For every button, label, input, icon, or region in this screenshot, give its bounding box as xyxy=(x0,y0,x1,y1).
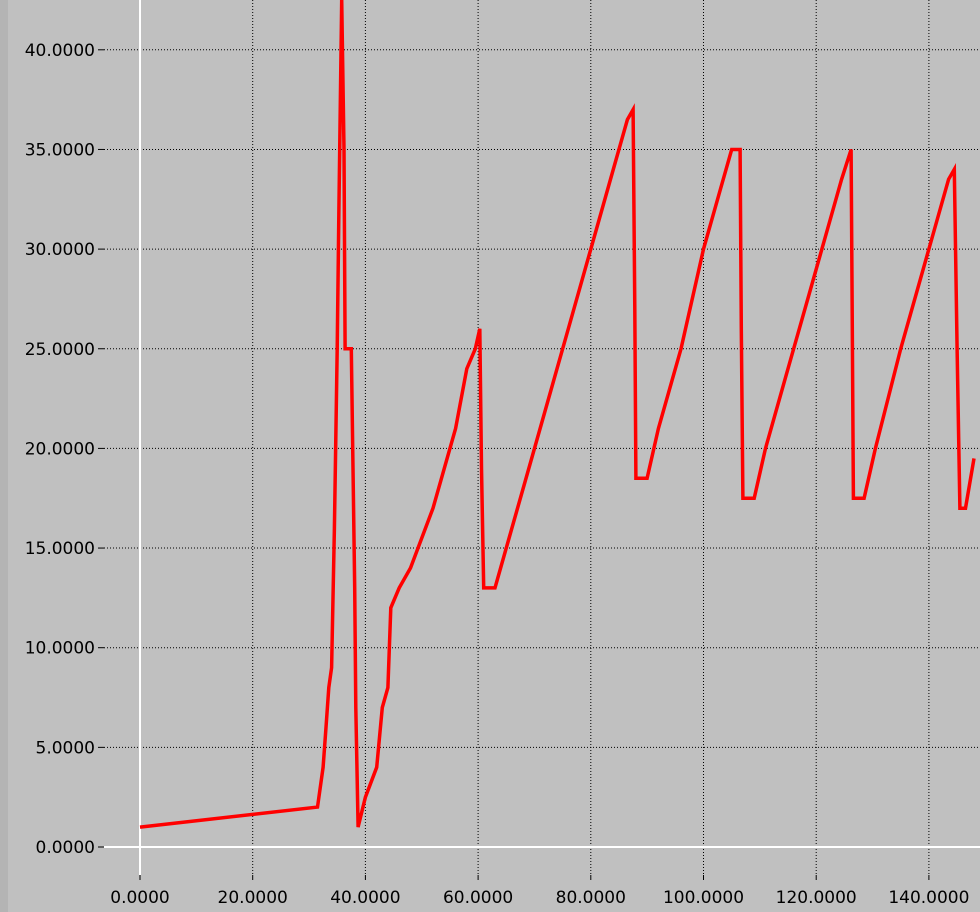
x-tick-label: 140.0000 xyxy=(888,888,969,908)
y-tick-label: 35.0000 xyxy=(25,140,95,160)
series-line xyxy=(139,0,976,829)
x-tick-label: 0.0000 xyxy=(110,888,169,908)
x-tick-label: 20.0000 xyxy=(218,888,288,908)
series-layer xyxy=(139,0,976,829)
zero-axes xyxy=(104,0,980,875)
y-tick-label: 25.0000 xyxy=(25,340,95,360)
y-tick-label: 5.0000 xyxy=(36,738,95,758)
x-tick-label: 120.0000 xyxy=(776,888,857,908)
y-tick-label: 40.0000 xyxy=(25,41,95,61)
y-tick-label: 20.0000 xyxy=(25,439,95,459)
tick-labels: 0.0000 20.0000 40.0000 60.0000 80.0000 100.00… xyxy=(25,41,970,908)
x-tick-label: 80.0000 xyxy=(556,888,626,908)
y-tick-label: 10.0000 xyxy=(25,639,95,659)
x-tick-label: 60.0000 xyxy=(443,888,513,908)
x-tick-label: 40.0000 xyxy=(330,888,400,908)
y-tick-label: 30.0000 xyxy=(25,240,95,260)
x-tick-label: 100.0000 xyxy=(663,888,744,908)
y-tick-label: 0.0000 xyxy=(36,838,95,858)
window-left-edge xyxy=(0,0,8,912)
y-tick-label: 15.0000 xyxy=(25,539,95,559)
grid-lines xyxy=(98,0,980,880)
